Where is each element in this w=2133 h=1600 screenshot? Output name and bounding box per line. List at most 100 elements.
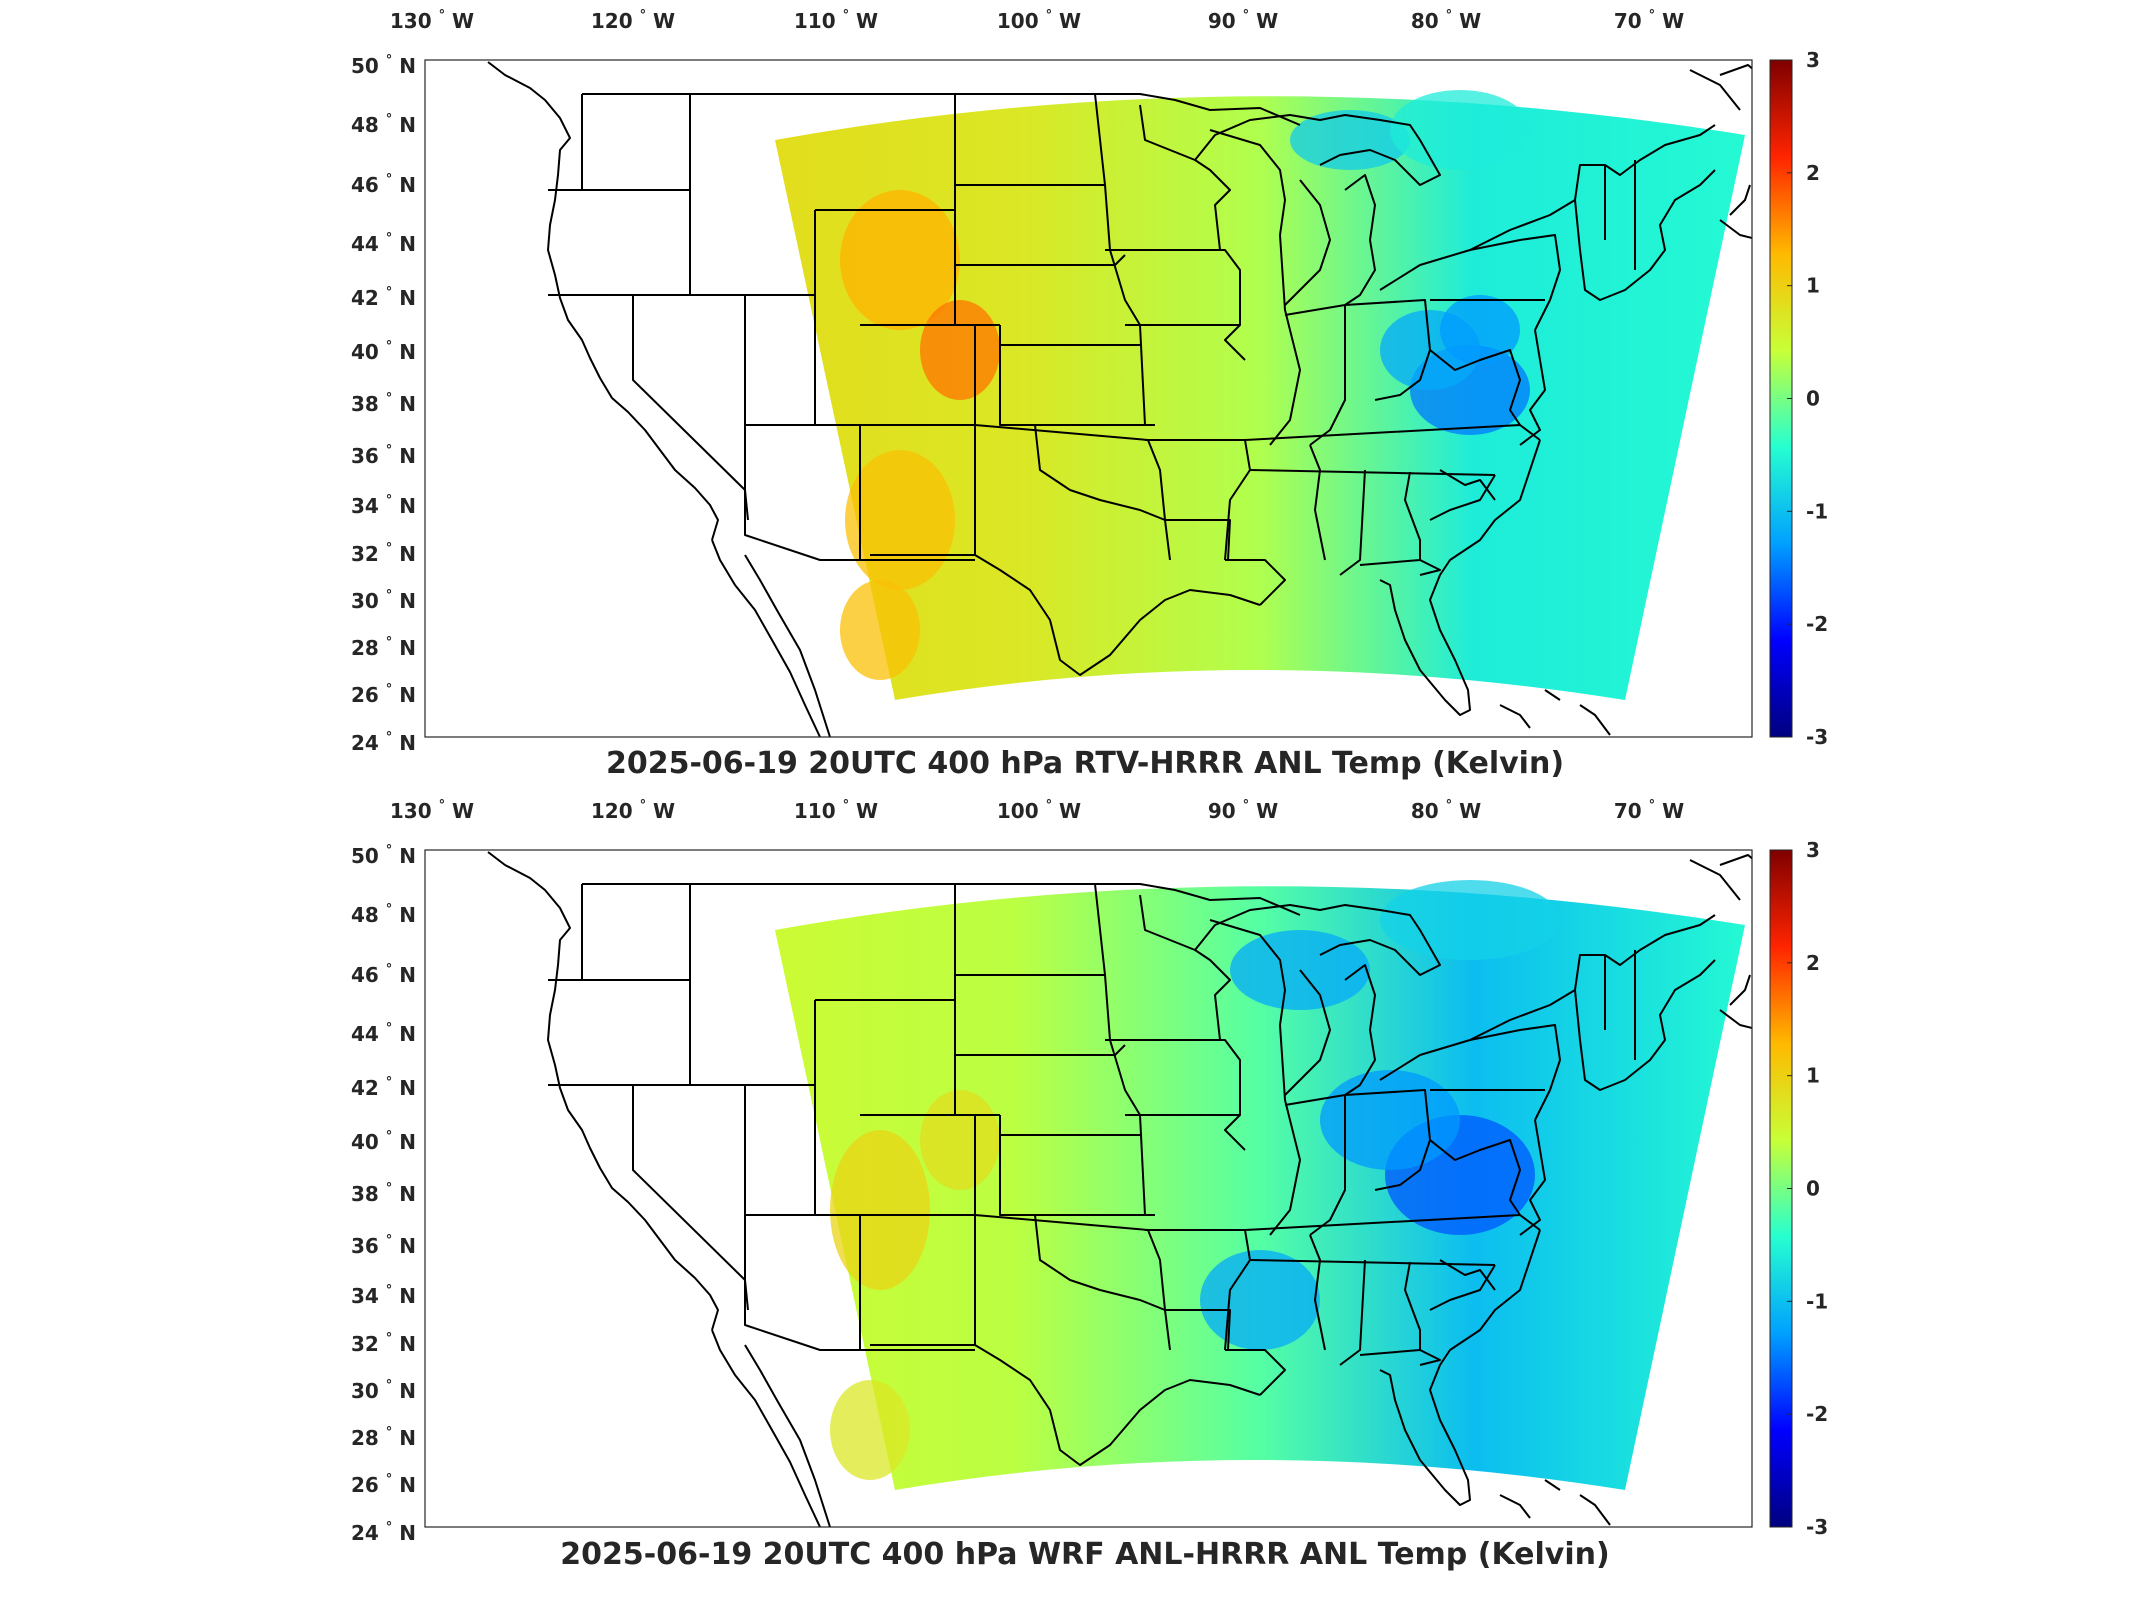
boundary-line [1579,704,1611,736]
boundary-line [1034,1214,1166,1311]
lon-tick-label: 130 ° W [390,798,474,823]
anomaly-patch [840,190,960,330]
boundary-line [1344,174,1376,306]
boundary-line [711,539,821,737]
boundary-line [744,490,860,561]
colorbar-tick-label: 2 [1806,951,1820,975]
boundary-line [1544,1479,1561,1491]
lat-tick-label: 42 ° N [351,285,416,310]
anomaly-patch [1390,90,1530,170]
boundary-line [1359,471,1421,566]
boundary-line [581,884,691,981]
lon-tick-label: 110 ° W [794,8,878,33]
boundary-line [1574,959,1716,1091]
boundary-line [1729,184,1751,216]
colorbar-tick-label: -2 [1806,612,1828,636]
plot-frame [424,59,1753,738]
lat-tick-label: 38 ° N [351,1181,416,1206]
colorbar-tick-label: 0 [1806,1177,1820,1201]
lat-tick-label: 50 ° N [351,53,416,78]
boundary-line [1574,169,1716,301]
lat-tick-label: 48 ° N [351,902,416,927]
lat-tick-label: 40 ° N [351,339,416,364]
map-rtv: 130 ° W 120 ° W 110 ° W 100 ° W 90 ° W 80 ° W… [351,8,1828,755]
colorbar-tick-label: -3 [1806,725,1828,749]
anomaly-patch [830,1380,910,1480]
boundary-line [974,424,1171,561]
colorbar-tick-label: 3 [1806,48,1820,72]
boundary-line [1284,969,1331,1096]
plot-frame [424,849,1753,1528]
lat-tick-label: 34 ° N [351,493,416,518]
boundary-line [1339,1259,1366,1366]
boundary-line [1249,469,1496,476]
anomaly-patch [920,300,1000,400]
lat-tick-label: 32 ° N [351,1331,416,1356]
lat-tick-label: 44 ° N [351,231,416,256]
map-plot-area [487,851,1752,1527]
boundary-line [1344,299,1431,401]
anomaly-patch [840,580,920,680]
boundary-line [1519,329,1546,446]
lat-tick-label: 46 ° N [351,962,416,987]
boundary-line [1579,1494,1611,1526]
lat-tick-label: 30 ° N [351,588,416,613]
lon-tick-label: 120 ° W [591,798,675,823]
boundary-line [1379,1229,1541,1506]
boundary-line [1729,974,1751,1006]
boundary-line [1094,883,1146,1216]
boundary-line [974,1214,1171,1351]
boundary-line [999,1115,1155,1216]
lat-tick-label: 30 ° N [351,1378,416,1403]
anomaly-patch [1380,880,1560,960]
boundary-line [1419,559,1441,576]
boundary-line [1344,1089,1431,1191]
lat-tick-label: 24 ° N [351,730,416,755]
boundary-line [1225,559,1286,606]
boundary-line [1379,1024,1561,1121]
lat-tick-label: 50 ° N [351,843,416,868]
lon-tick-label: 130 ° W [390,8,474,33]
boundary-line [1309,1234,1326,1351]
boundary-line [1034,424,1166,521]
map-plot-area [487,61,1752,737]
lat-tick-label: 46 ° N [351,172,416,197]
boundary-line [744,1344,831,1527]
lat-tick-label: 26 ° N [351,682,416,707]
colorbar-tick-label: 0 [1806,387,1820,411]
boundary-line [1139,104,1231,251]
boundary-line [974,1344,1261,1466]
boundary-line [1719,64,1752,76]
lat-tick-label: 26 ° N [351,1472,416,1497]
lon-tick-label: 80 ° W [1411,798,1481,823]
boundary-line [1269,1024,1301,1236]
lat-tick-label: 48 ° N [351,112,416,137]
boundary-line [999,325,1155,426]
boundary-line [582,93,1301,126]
boundary-line [1094,93,1146,426]
boundary-line [1429,474,1496,521]
panel-wrf: 130 ° W 120 ° W 110 ° W 100 ° W 90 ° W 80 ° W… [0,790,2133,1580]
boundary-line [1544,689,1561,701]
boundary-line [1429,1139,1521,1216]
lat-tick-label: 40 ° N [351,1129,416,1154]
lat-tick-label: 24 ° N [351,1520,416,1545]
boundary-line [1194,114,1441,186]
boundary-line [974,554,1261,676]
panel-title-rtv: 2025-06-19 20UTC 400 hPa RTV-HRRR ANL Te… [605,746,1565,781]
boundary-line [1225,1349,1286,1396]
boundary-line [1719,854,1752,866]
colorbar-tick-label: 1 [1806,1064,1820,1088]
lon-tick-label: 120 ° W [591,8,675,33]
anomaly-patch [920,1090,1000,1190]
boundary-line [1429,349,1521,426]
anomaly-patch [1200,1250,1320,1350]
boundary-line [487,61,719,541]
boundary-line [1105,249,1246,361]
state-boundaries [487,61,1752,737]
lon-tick-label: 110 ° W [794,798,878,823]
lat-tick-label: 42 ° N [351,1075,416,1100]
boundary-line [1439,1259,1496,1291]
anomaly-patch [1440,295,1520,365]
lat-tick-label: 36 ° N [351,443,416,468]
